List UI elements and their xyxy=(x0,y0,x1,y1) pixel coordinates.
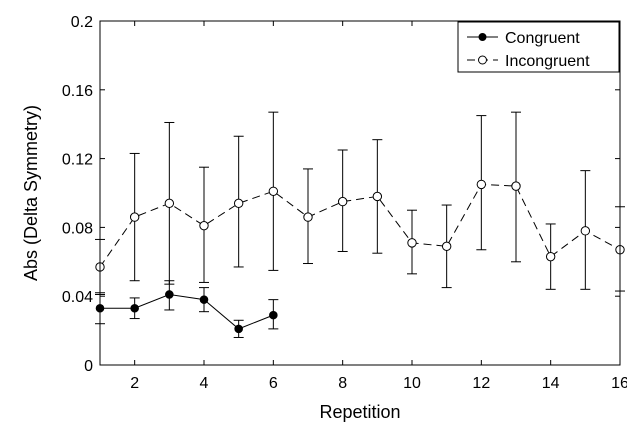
series-line-congruent xyxy=(100,293,274,330)
legend-label-congruent: Congruent xyxy=(505,30,580,47)
data-point-congruent xyxy=(165,290,174,299)
data-point-incongruent xyxy=(372,191,383,202)
data-point-incongruent xyxy=(545,251,556,262)
y-tick-label: 0.16 xyxy=(62,83,93,100)
y-tick-label: 0.04 xyxy=(62,289,93,306)
x-tick-label: 4 xyxy=(200,375,209,392)
data-point-incongruent xyxy=(580,226,591,236)
data-point-incongruent xyxy=(129,212,140,222)
x-tick-label: 10 xyxy=(403,375,421,392)
plot-area xyxy=(95,111,625,338)
data-point-congruent xyxy=(199,295,209,304)
data-point-incongruent xyxy=(268,186,279,196)
legend-marker-congruent xyxy=(478,33,487,41)
data-point-congruent xyxy=(269,310,278,320)
y-tick-label: 0.08 xyxy=(62,220,93,237)
legend: Congruent Incongruent xyxy=(457,21,620,73)
series-congruent xyxy=(95,280,279,338)
data-point-incongruent xyxy=(164,198,175,209)
data-point-incongruent xyxy=(441,241,452,252)
legend-marker-incongruent xyxy=(478,55,487,65)
x-tick-label: 16 xyxy=(611,375,627,392)
data-point-incongruent xyxy=(407,238,417,248)
x-axis-title: Repetition xyxy=(319,402,400,422)
data-point-incongruent xyxy=(233,198,244,209)
data-point-incongruent xyxy=(199,220,209,231)
x-tick-label: 14 xyxy=(542,375,560,392)
x-tick-label: 8 xyxy=(338,375,347,392)
legend-label-incongruent: Incongruent xyxy=(505,53,590,70)
series-line-incongruent xyxy=(99,183,621,268)
y-tick-label: 0 xyxy=(84,358,93,375)
x-tick-label: 2 xyxy=(130,375,139,392)
data-point-incongruent xyxy=(511,181,521,191)
data-point-incongruent xyxy=(476,179,487,190)
data-point-congruent xyxy=(234,324,243,334)
axis-ticks: 2 4 6 8 10 12 14 16 0 0.04 0.08 0.12 0.16 0.2 xyxy=(62,14,627,392)
y-tick-label: 0.2 xyxy=(71,14,93,31)
x-tick-label: 6 xyxy=(269,375,278,392)
data-point-incongruent xyxy=(337,196,348,207)
plot-frame xyxy=(99,20,621,366)
series-incongruent xyxy=(95,111,625,295)
y-axis-title: Abs (Delta Symmetry) xyxy=(21,105,41,281)
x-tick-label: 12 xyxy=(472,375,490,392)
data-point-congruent xyxy=(130,303,139,313)
data-point-incongruent xyxy=(303,212,313,222)
y-tick-label: 0.12 xyxy=(62,152,93,169)
